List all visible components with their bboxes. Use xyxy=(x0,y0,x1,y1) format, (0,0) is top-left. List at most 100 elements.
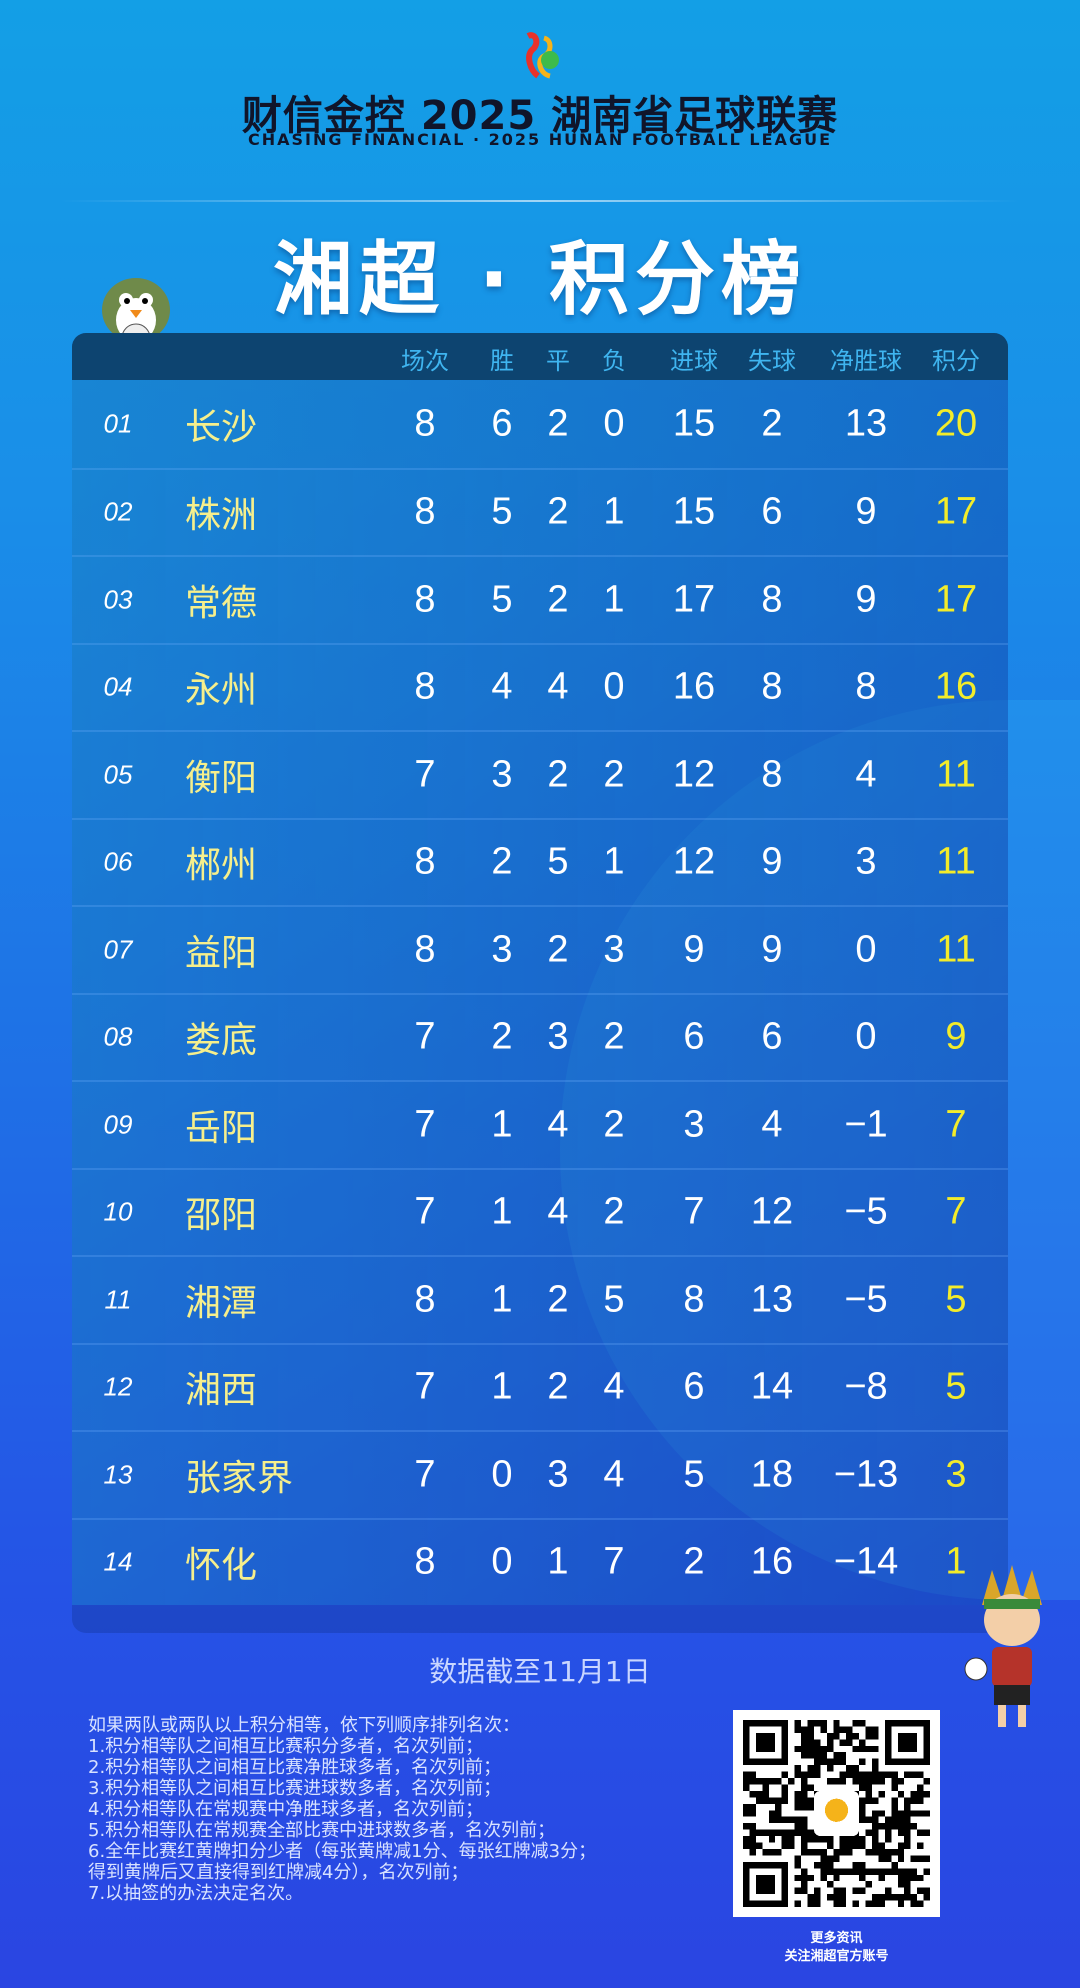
cell-p: 8 xyxy=(414,665,436,708)
cell-gd: −8 xyxy=(844,1365,888,1408)
cell-w: 6 xyxy=(491,402,513,445)
cell-d: 5 xyxy=(547,840,569,883)
qr-caption-line1: 更多资讯 xyxy=(810,1931,863,1946)
rule-line: 2.积分相等队之间相互比赛净胜球多者，名次列前； xyxy=(88,1757,502,1778)
page-title: 湘超 · 积分榜 xyxy=(272,233,808,326)
cell-ga: 18 xyxy=(750,1453,794,1496)
cell-p: 7 xyxy=(414,1453,436,1496)
cell-rank: 08 xyxy=(103,1021,133,1052)
rule-line: 1.积分相等队之间相互比赛积分多者，名次列前； xyxy=(88,1736,484,1757)
cell-pts: 1 xyxy=(945,1540,967,1583)
cell-ga: 2 xyxy=(761,402,783,445)
league-logo xyxy=(526,32,559,79)
rule-line: 得到黄牌后又直接得到红牌减4分），名次列前； xyxy=(88,1862,469,1883)
cell-gd: −13 xyxy=(833,1453,899,1496)
col-goal-diff: 净胜球 xyxy=(830,347,902,375)
table-row: 张家界 13 7 0 3 4 5 18 −13 3 xyxy=(72,1430,1008,1518)
cell-pts: 7 xyxy=(945,1190,967,1233)
cell-l: 0 xyxy=(603,665,625,708)
cell-pts: 9 xyxy=(945,1015,967,1058)
table-row: 益阳 07 8 3 2 3 9 9 0 11 xyxy=(72,905,1008,993)
table-row: 娄底 08 7 2 3 2 6 6 0 9 xyxy=(72,992,1008,1080)
cell-d: 2 xyxy=(547,402,569,445)
col-goals-for: 进球 xyxy=(670,347,718,375)
team-name: 湘潭 xyxy=(185,1281,258,1323)
cell-pts: 11 xyxy=(936,840,976,883)
team-name: 岳阳 xyxy=(185,1106,258,1148)
data-as-of: 数据截至11月1日 xyxy=(429,1655,651,1688)
cell-gd: 0 xyxy=(855,928,877,971)
cell-rank: 01 xyxy=(103,408,133,439)
cell-p: 8 xyxy=(414,490,436,533)
cell-pts: 11 xyxy=(936,928,976,971)
cell-p: 8 xyxy=(414,1278,436,1321)
cell-gd: 3 xyxy=(855,840,877,883)
cell-ga: 12 xyxy=(750,1190,794,1233)
team-name: 张家界 xyxy=(185,1456,294,1498)
cell-d: 2 xyxy=(547,1365,569,1408)
cell-p: 7 xyxy=(414,1365,436,1408)
cell-d: 2 xyxy=(547,928,569,971)
cell-l: 1 xyxy=(603,578,625,621)
cell-rank: 14 xyxy=(103,1546,133,1577)
cell-w: 2 xyxy=(491,840,513,883)
rule-line: 4.积分相等队在常规赛中净胜球多者，名次列前； xyxy=(88,1799,484,1820)
rule-line: 5.积分相等队在常规赛全部比赛中进球数多者，名次列前； xyxy=(88,1820,556,1841)
table-row: 郴州 06 8 2 5 1 12 9 3 11 xyxy=(72,817,1008,905)
cell-rank: 02 xyxy=(103,496,133,527)
col-won: 胜 xyxy=(490,347,514,375)
qr-code[interactable] xyxy=(733,1710,940,1917)
cell-pts: 5 xyxy=(945,1365,967,1408)
cell-ga: 8 xyxy=(761,753,783,796)
cell-l: 1 xyxy=(603,840,625,883)
cell-ga: 14 xyxy=(750,1365,794,1408)
cell-gd: 13 xyxy=(844,402,888,445)
cell-gf: 3 xyxy=(683,1103,705,1146)
team-name: 怀化 xyxy=(185,1544,258,1586)
cell-gf: 6 xyxy=(683,1015,705,1058)
cell-l: 7 xyxy=(603,1540,625,1583)
cell-rank: 13 xyxy=(103,1459,133,1490)
col-lost: 负 xyxy=(602,347,626,375)
cell-pts: 20 xyxy=(934,402,978,445)
cell-l: 2 xyxy=(603,1103,625,1146)
cell-p: 7 xyxy=(414,1190,436,1233)
table-header: 场次 胜 平 负 进球 失球 净胜球 积分 xyxy=(72,333,1008,380)
cell-p: 8 xyxy=(414,402,436,445)
cell-gf: 5 xyxy=(683,1453,705,1496)
table-row: 邵阳 10 7 1 4 2 7 12 −5 7 xyxy=(72,1167,1008,1255)
cell-l: 0 xyxy=(603,402,625,445)
team-name: 永州 xyxy=(185,669,258,711)
team-name: 衡阳 xyxy=(185,756,258,798)
rule-line: 如果两队或两队以上积分相等，依下列顺序排列名次： xyxy=(88,1715,520,1736)
cell-p: 8 xyxy=(414,840,436,883)
cell-w: 3 xyxy=(491,753,513,796)
table-row: 长沙 01 8 6 2 0 15 2 13 20 xyxy=(72,380,1008,468)
col-played: 场次 xyxy=(401,347,449,375)
cell-l: 5 xyxy=(603,1278,625,1321)
team-name: 常德 xyxy=(185,581,258,623)
rule-line: 3.积分相等队之间相互比赛进球数多者，名次列前； xyxy=(88,1778,502,1799)
qr-caption: 更多资讯 关注湘超官方账号 xyxy=(733,1930,940,1966)
rule-line: 6.全年比赛红黄牌扣分少者（每张黄牌减1分、每张红牌减3分； xyxy=(88,1841,597,1862)
cell-pts: 11 xyxy=(936,753,976,796)
cell-l: 2 xyxy=(603,1190,625,1233)
team-name: 邵阳 xyxy=(185,1194,258,1236)
cell-p: 8 xyxy=(414,928,436,971)
cell-w: 0 xyxy=(491,1540,513,1583)
cell-w: 1 xyxy=(491,1278,513,1321)
cell-rank: 07 xyxy=(103,934,133,965)
cell-ga: 13 xyxy=(750,1278,794,1321)
cell-pts: 17 xyxy=(934,578,978,621)
table-row: 岳阳 09 7 1 4 2 3 4 −1 7 xyxy=(72,1080,1008,1168)
team-name: 株洲 xyxy=(185,494,258,536)
cell-p: 8 xyxy=(414,578,436,621)
cell-gf: 8 xyxy=(683,1278,705,1321)
cell-gf: 17 xyxy=(672,578,716,621)
cell-ga: 16 xyxy=(750,1540,794,1583)
cell-w: 4 xyxy=(491,665,513,708)
brand-subtitle: CHASING FINANCIAL · 2025 HUNAN FOOTBALL … xyxy=(248,130,832,149)
table-row: 湘潭 11 8 1 2 5 8 13 −5 5 xyxy=(72,1255,1008,1343)
cell-gd: 9 xyxy=(855,490,877,533)
qr-caption-line2: 关注湘超官方账号 xyxy=(784,1949,889,1964)
